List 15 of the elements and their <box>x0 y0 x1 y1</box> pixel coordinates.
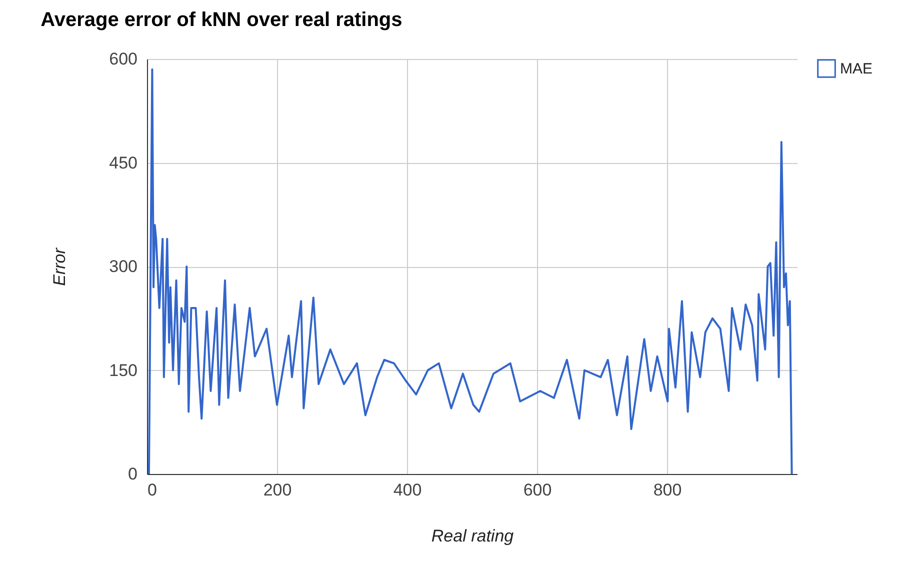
y-axis-title: Error <box>50 246 70 286</box>
legend-label: MAE <box>840 60 873 78</box>
y-tick-label: 600 <box>109 50 138 68</box>
y-tick-label: 150 <box>109 360 138 380</box>
line-series <box>148 68 793 474</box>
y-tick-label: 0 <box>128 464 138 484</box>
x-tick-label: 600 <box>523 480 552 500</box>
y-tick-label: 300 <box>109 257 138 276</box>
x-tick-label: 800 <box>653 480 682 500</box>
x-axis-title: Real rating <box>431 526 514 546</box>
x-tick-label: 400 <box>393 480 422 500</box>
x-tick-label: 0 <box>148 480 157 500</box>
chart-title: Average error of kNN over real ratings <box>40 9 402 31</box>
x-tick-label: 200 <box>263 480 292 500</box>
y-tick-label: 450 <box>109 153 138 172</box>
